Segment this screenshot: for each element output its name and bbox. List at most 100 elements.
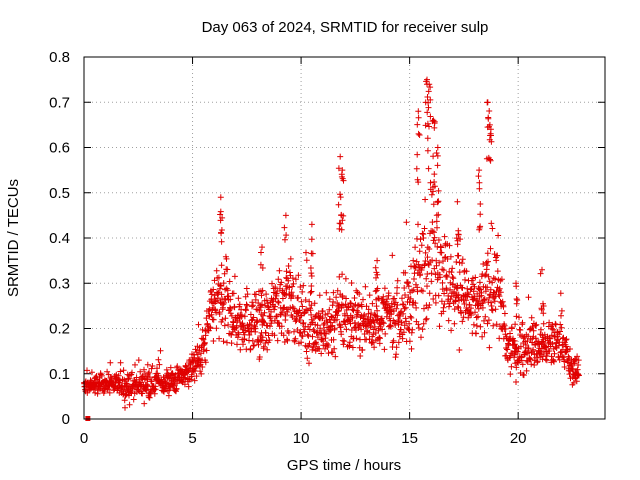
data-point — [297, 284, 304, 290]
data-point — [170, 382, 177, 389]
data-point — [365, 306, 372, 313]
data-point — [507, 371, 514, 378]
data-point — [415, 325, 422, 331]
data-point — [285, 263, 292, 269]
data-point — [399, 295, 405, 302]
data-point — [146, 369, 153, 376]
data-point — [371, 323, 378, 330]
data-point — [282, 212, 289, 219]
data-point — [362, 283, 369, 290]
data-point — [303, 249, 309, 256]
data-point — [451, 288, 458, 295]
data-point — [241, 313, 248, 320]
data-point — [562, 337, 569, 343]
data-point — [551, 358, 557, 365]
data-point — [117, 368, 124, 375]
data-point — [197, 368, 204, 375]
data-point — [226, 278, 233, 285]
data-point — [217, 217, 224, 224]
data-point — [405, 326, 412, 333]
data-point — [415, 179, 422, 186]
data-point — [399, 335, 406, 342]
data-point — [240, 322, 247, 329]
data-point — [213, 267, 220, 274]
data-point — [137, 368, 144, 375]
data-point — [390, 337, 397, 344]
data-point — [435, 237, 442, 243]
data-point — [240, 341, 246, 348]
data-point — [302, 297, 309, 303]
data-point — [447, 286, 454, 293]
data-point — [477, 323, 484, 330]
data-point — [422, 258, 429, 264]
data-point — [434, 199, 441, 206]
data-point — [135, 357, 142, 364]
data-point — [485, 258, 491, 265]
data-point — [107, 359, 114, 366]
data-point — [311, 300, 318, 307]
data-point — [491, 298, 498, 305]
data-point — [496, 285, 503, 292]
data-point — [156, 361, 163, 368]
data-point — [558, 324, 565, 331]
data-point — [430, 296, 437, 302]
data-point — [487, 286, 494, 293]
x-tick-label: 5 — [188, 430, 196, 447]
data-point — [326, 306, 333, 313]
data-point — [453, 259, 460, 265]
data-point — [373, 303, 380, 310]
data-point — [305, 332, 312, 339]
data-point — [135, 387, 142, 394]
grid-lines — [84, 57, 605, 419]
data-point — [298, 339, 305, 346]
data-point — [498, 276, 505, 283]
data-point — [424, 76, 430, 83]
data-point — [306, 298, 313, 305]
data-point — [370, 326, 377, 333]
data-point — [484, 284, 491, 291]
data-point — [132, 361, 138, 368]
data-point — [423, 315, 430, 322]
data-point — [148, 365, 155, 372]
data-point — [494, 268, 501, 275]
data-point — [563, 336, 570, 343]
data-point — [337, 194, 344, 201]
data-point — [106, 389, 113, 396]
data-point — [217, 282, 224, 289]
data-point — [208, 291, 215, 298]
data-point — [193, 373, 200, 380]
data-point — [493, 321, 500, 328]
data-point — [550, 357, 557, 364]
data-point — [155, 372, 162, 379]
data-point — [369, 300, 376, 307]
data-point — [434, 152, 441, 159]
data-point — [543, 344, 550, 351]
data-point — [218, 262, 225, 269]
data-point — [459, 260, 465, 267]
data-point — [356, 291, 363, 297]
data-point — [123, 380, 130, 387]
data-point — [228, 312, 235, 319]
data-point — [203, 347, 210, 354]
data-point — [434, 162, 441, 169]
data-point — [358, 326, 365, 333]
data-point — [273, 313, 280, 320]
data-point — [141, 366, 147, 373]
data-point — [292, 335, 299, 342]
data-point — [574, 353, 581, 360]
data-point — [391, 295, 398, 302]
data-point — [385, 290, 392, 297]
data-point — [152, 386, 159, 393]
data-point — [332, 353, 339, 360]
data-point — [468, 305, 474, 312]
data-point — [161, 388, 167, 395]
data-point — [405, 283, 412, 290]
x-tick-label: 0 — [80, 430, 88, 447]
data-point — [431, 234, 438, 241]
data-point — [299, 303, 306, 310]
data-point — [559, 353, 566, 360]
data-point — [557, 328, 563, 335]
data-point — [500, 303, 507, 310]
data-point — [417, 271, 424, 278]
